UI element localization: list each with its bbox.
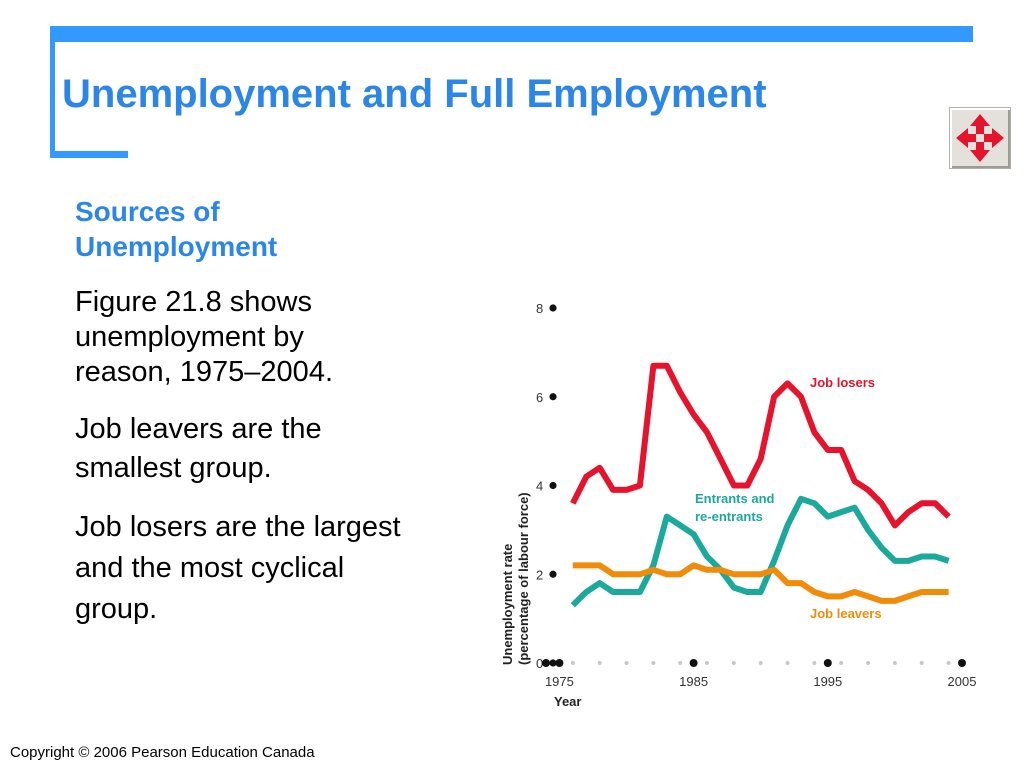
y-tick-label: 0 [536, 656, 543, 671]
y-axis-title-line2: (percentage of labour force) [516, 492, 531, 665]
baseline-dot [651, 661, 656, 665]
body-paragraph-job-leavers: Job leavers are the smallest group. [75, 413, 322, 484]
series-layer [570, 362, 951, 608]
y-tick-label: 8 [536, 301, 543, 316]
x-tick-dot [555, 659, 564, 667]
baseline-dot [758, 661, 763, 665]
y-tick-label: 4 [536, 479, 543, 494]
baseline-dot [785, 661, 790, 665]
y-tick-label: 6 [536, 390, 543, 405]
section-subheading: Sources of Unemployment [75, 196, 278, 262]
axis-layer: 0 2 4 6 8 1975 1985 1995 2005 [536, 301, 976, 689]
y-tick-dot [549, 659, 557, 667]
baseline-dot [839, 661, 844, 665]
navigation-button[interactable] [949, 107, 1011, 169]
four-way-arrow-icon [956, 114, 1004, 162]
baseline-dot [731, 661, 736, 665]
x-tick-dot [689, 659, 698, 667]
y-axis-title: Unemployment rate (percentage of labour … [500, 492, 531, 665]
baseline-dot [705, 661, 710, 665]
series-label-job-losers: Job losers [810, 375, 875, 390]
x-tick-label: 1995 [813, 674, 842, 689]
y-axis-title-line1: Unemployment rate [500, 544, 515, 665]
copyright-footer: Copyright © 2006 Pearson Education Canad… [10, 744, 315, 761]
slide-title: Unemployment and Full Employment [62, 72, 767, 116]
y-tick-dot [549, 570, 557, 578]
baseline-dot [570, 661, 575, 665]
y-tick-label: 2 [536, 567, 543, 582]
baseline-dot [624, 661, 629, 665]
body-paragraph-figure: Figure 21.8 shows unemployment by reason… [75, 286, 333, 388]
x-tick-label: 2005 [948, 674, 977, 689]
title-accent-left-bar [50, 26, 55, 158]
baseline-dot [678, 661, 683, 665]
title-accent-bar [50, 26, 973, 42]
baseline-dot [892, 661, 897, 665]
x-tick-dot [542, 659, 550, 667]
x-axis-title: Year [554, 694, 581, 709]
x-tick-dot [958, 659, 966, 667]
baseline-dot [866, 661, 871, 665]
x-tick-dot [823, 659, 832, 667]
x-tick-label: 1985 [679, 674, 708, 689]
baseline-dot [597, 661, 602, 665]
title-accent-underline [50, 151, 128, 158]
baseline-dot [812, 661, 817, 665]
y-tick-dot [549, 481, 557, 490]
y-tick-dot [549, 304, 557, 312]
x-tick-label: 1975 [545, 674, 574, 689]
series-label-entrants-line2: re-entrants [695, 509, 763, 524]
baseline-dot [946, 661, 951, 665]
y-tick-dot [549, 393, 557, 401]
baseline-dot [919, 661, 924, 665]
series-label-entrants-line1: Entrants and [695, 491, 775, 506]
series-label-job-leavers: Job leavers [810, 606, 882, 621]
body-paragraph-job-losers: Job losers are the largest and the most … [75, 511, 401, 625]
series-line-2 [572, 562, 949, 604]
